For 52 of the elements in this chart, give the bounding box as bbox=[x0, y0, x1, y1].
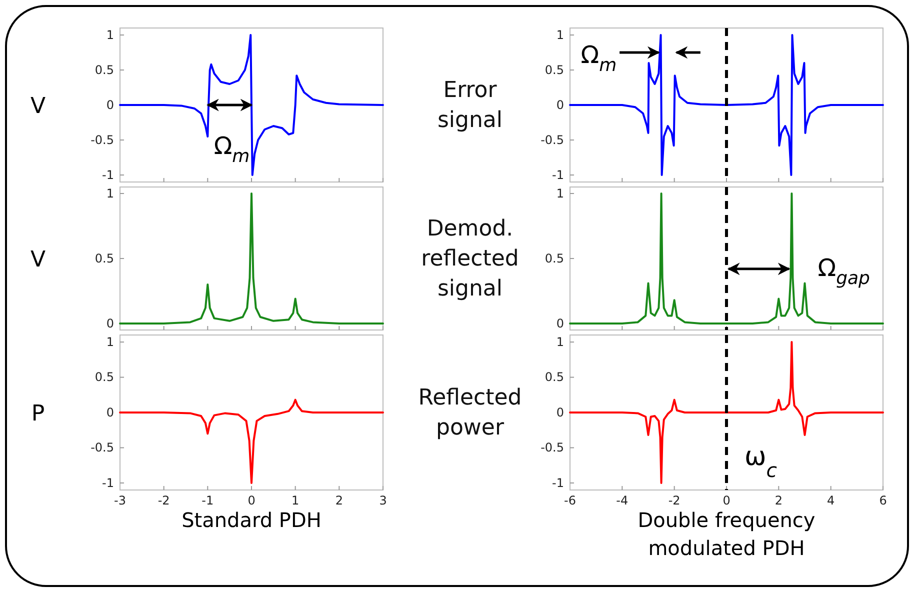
text: Demod. reflected signal bbox=[421, 216, 519, 302]
y-tick-label: 0.5 bbox=[544, 370, 564, 384]
y-tick-label: -0.5 bbox=[90, 440, 114, 455]
y-axis-title: V bbox=[30, 94, 46, 119]
y-tick-label: 0 bbox=[556, 316, 564, 330]
x-tick-label: -1 bbox=[202, 494, 214, 508]
y-tick-label: -1 bbox=[102, 476, 114, 490]
x-axis-title: Standard PDH bbox=[182, 508, 322, 532]
y-tick-label: -0.5 bbox=[540, 132, 564, 147]
y-axis-title: V bbox=[30, 248, 46, 272]
y-tick-label: 1 bbox=[106, 334, 114, 349]
x-tick-label: -3 bbox=[114, 494, 126, 508]
y-tick-label: -1 bbox=[552, 476, 564, 490]
x-tick-label: 2 bbox=[774, 494, 782, 508]
y-tick-label: 0.5 bbox=[94, 370, 114, 384]
text: Reflected power bbox=[418, 386, 522, 440]
x-tick-label: 4 bbox=[827, 494, 835, 508]
y-tick-label: -1 bbox=[552, 168, 564, 182]
x-tick-label: -6 bbox=[564, 494, 576, 508]
x-tick-label: 3 bbox=[379, 494, 387, 508]
y-tick-label: -0.5 bbox=[90, 132, 114, 147]
x-tick-label: 6 bbox=[879, 494, 887, 508]
x-tick-label: 1 bbox=[292, 494, 300, 508]
y-tick-label: 1 bbox=[556, 186, 564, 200]
y-tick-label: 0.5 bbox=[544, 251, 564, 266]
y-tick-label: 1 bbox=[556, 28, 564, 42]
y-tick-label: 1 bbox=[106, 28, 114, 42]
y-tick-label: 1 bbox=[556, 334, 564, 349]
y-tick-label: 0.5 bbox=[544, 62, 564, 77]
y-tick-label: 0 bbox=[556, 405, 564, 420]
annotation: Ω$_{gap}$ bbox=[818, 253, 870, 290]
annotation: Ω$_{m}$ bbox=[214, 132, 250, 168]
y-axis-title: P bbox=[31, 402, 45, 426]
x-tick-label: 0 bbox=[722, 494, 730, 508]
y-tick-label: 0 bbox=[556, 98, 564, 112]
y-tick-label: -0.5 bbox=[540, 440, 564, 455]
y-tick-label: 1 bbox=[106, 186, 114, 200]
x-tick-label: -2 bbox=[668, 494, 680, 508]
y-tick-label: 0 bbox=[106, 98, 114, 112]
x-tick-label: -4 bbox=[616, 494, 628, 508]
x-tick-label: 0 bbox=[248, 494, 256, 508]
text: Error signal bbox=[437, 78, 503, 133]
ref-line-label: ω$_{c}$ bbox=[744, 442, 778, 482]
x-tick-label: -2 bbox=[158, 494, 170, 508]
y-tick-label: 0 bbox=[106, 316, 114, 330]
y-tick-label: 0 bbox=[106, 405, 114, 420]
y-tick-label: 0.5 bbox=[94, 251, 114, 266]
y-tick-label: 0.5 bbox=[94, 62, 114, 77]
x-tick-label: 2 bbox=[335, 494, 343, 508]
y-tick-label: -1 bbox=[102, 168, 114, 182]
x-axis-title: Double frequency modulated PDH bbox=[638, 508, 816, 560]
annotation: Ω$_{m}$ bbox=[580, 40, 617, 76]
